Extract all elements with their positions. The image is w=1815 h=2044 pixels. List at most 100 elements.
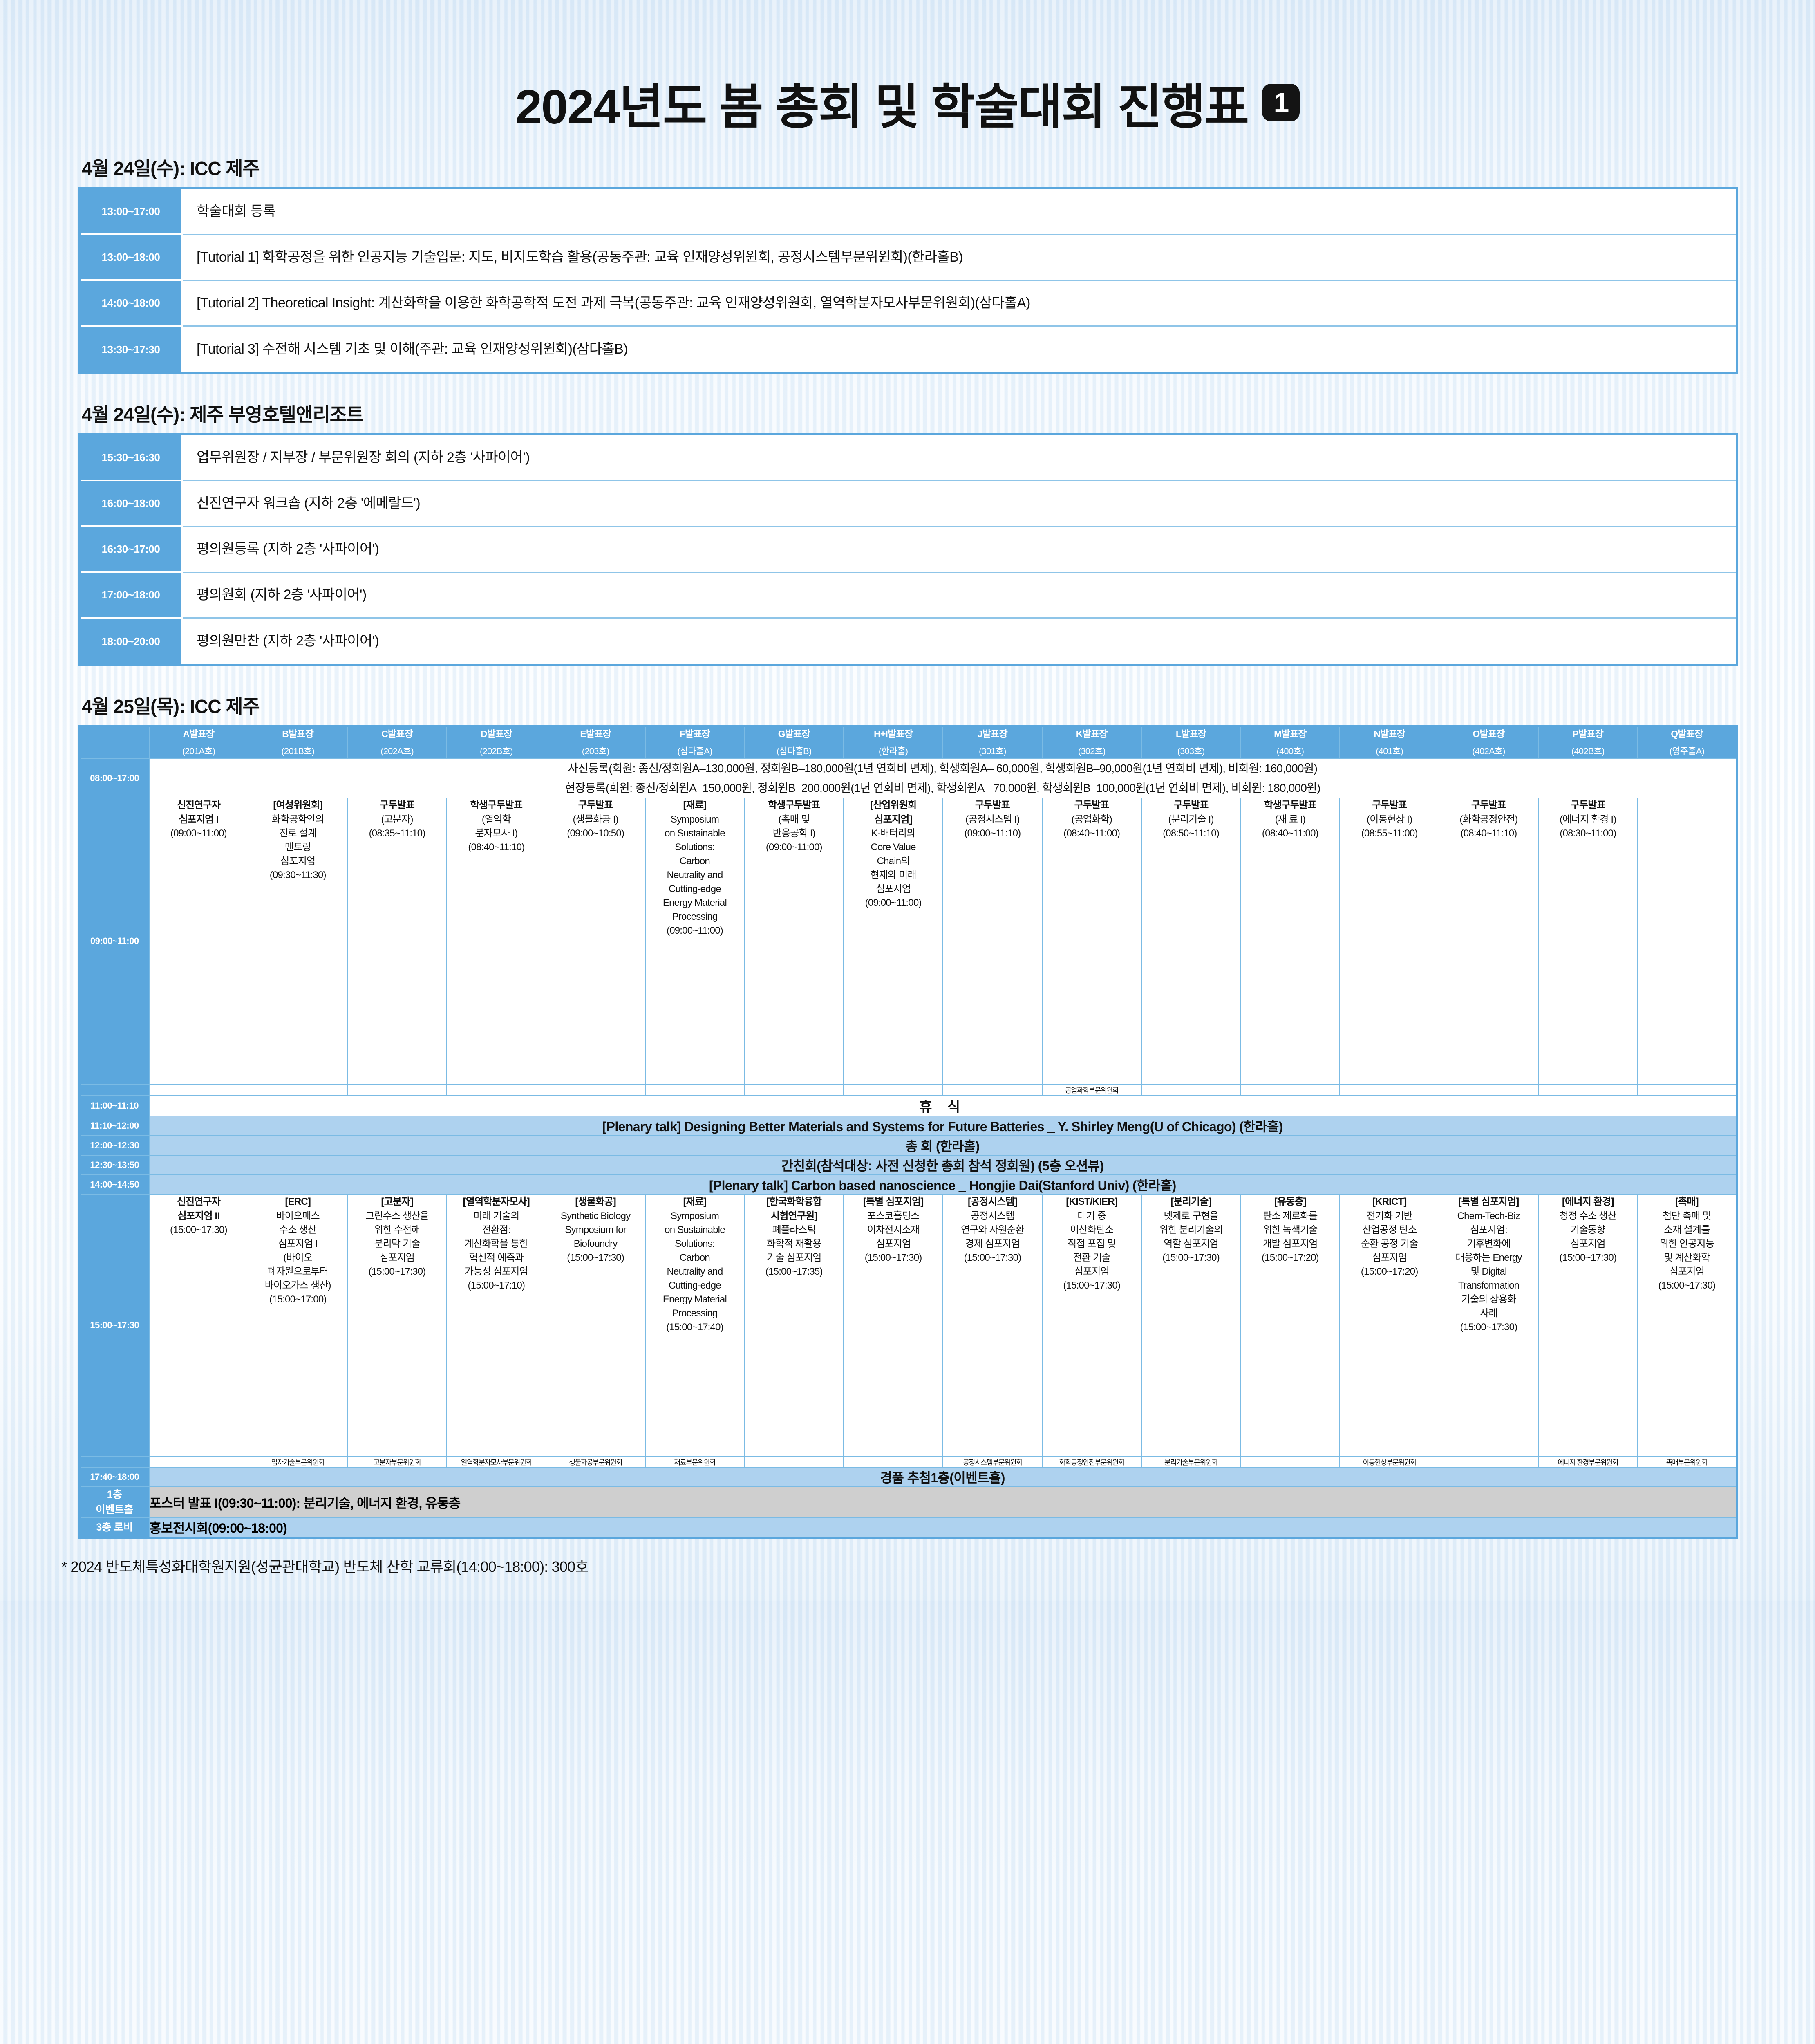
registration-fee-onsite: 현장등록(회원: 종신/정회원A–150,000원, 정회원B–200,000원… bbox=[564, 781, 1320, 794]
committee-label-10: 화학공정안전부문위원회 bbox=[1041, 1456, 1142, 1468]
day1-hotel-row-time: 17:00~18:00 bbox=[81, 573, 183, 619]
session-detail: 탄소 제로화를 위한 녹색기술 개발 심포지엄 (15:00~17:20) bbox=[1261, 1210, 1319, 1263]
column-header-1: A발표장 (201A호) bbox=[148, 726, 249, 759]
column-room-label: (402A호) bbox=[1472, 746, 1505, 757]
session-cell-3[interactable]: [고분자] 그린수소 생산을 위한 수전해 분리막 기술 심포지엄 (15:00~17:3… bbox=[347, 1194, 447, 1457]
committee-label-12 bbox=[1240, 1456, 1341, 1468]
committee-label-2: 입자기술부문위원회 bbox=[248, 1456, 348, 1468]
session-title: [재료] bbox=[683, 800, 707, 811]
committee-label-4: 열역학분자모사부문위원회 bbox=[446, 1456, 546, 1468]
column-room-label: (402B호) bbox=[1571, 746, 1605, 757]
session-title: 학생구두발표 bbox=[1264, 800, 1316, 811]
committee-label-8 bbox=[843, 1456, 943, 1468]
table-row: 15:30~16:30 업무위원장 / 지부장 / 부문위원장 회의 (지하 2층… bbox=[81, 435, 1736, 481]
session-cell-2[interactable]: [여성위원회] 화학공학인의 진로 설계 멘토링 심포지엄 (09:30~11:30) bbox=[248, 798, 348, 1085]
session-cell-12[interactable]: [유동층] 탄소 제로화를 위한 녹색기술 개발 심포지엄 (15:00~17:20) bbox=[1240, 1194, 1341, 1457]
session-cell-13[interactable]: 구두발표 (이동현상 I) (08:55~11:00) bbox=[1339, 798, 1440, 1085]
column-room-label: (400호) bbox=[1276, 746, 1304, 757]
promotion-exhibition-row: 3층 로비 홍보전시회(09:00~18:00) bbox=[79, 1517, 1737, 1538]
session-cell-9[interactable]: 구두발표 (공정시스템 I) (09:00~11:10) bbox=[942, 798, 1043, 1085]
promotion-exhibition-row-text: 홍보전시회(09:00~18:00) bbox=[148, 1517, 1737, 1538]
day1-hotel-row-text: 신진연구자 워크숍 (지하 2층 '에메랄드') bbox=[183, 481, 1736, 527]
session-cell-1[interactable]: 신진연구자 심포지엄 II (15:00~17:30) bbox=[148, 1194, 249, 1457]
day2-schedule-grid: A발표장 (201A호) B발표장 (201B호) C발표장 (202A호) D발표장 (20… bbox=[78, 725, 1738, 1539]
session-title: [특별 심포지엄] bbox=[863, 1196, 924, 1208]
day1-hotel-row-time: 16:00~18:00 bbox=[81, 481, 183, 527]
column-header-2: B발표장 (201B호) bbox=[248, 726, 348, 759]
session-cell-15[interactable]: 구두발표 (에너지 환경 I) (08:30~11:00) bbox=[1537, 798, 1638, 1085]
session-cell-16[interactable] bbox=[1637, 798, 1737, 1085]
column-header-16: Q발표장 (영주홀A) bbox=[1637, 726, 1737, 759]
day1-icc-row-text: [Tutorial 3] 수전해 시스템 기초 및 이해(주관: 교육 인재양성… bbox=[197, 341, 628, 357]
session-cell-6[interactable]: [재료] Symposium on Sustainable Solutions: Car… bbox=[645, 798, 745, 1085]
session-cell-11[interactable]: 구두발표 (분리기술 I) (08:50~11:10) bbox=[1141, 798, 1241, 1085]
committee-label-10: 공업화학부문위원회 bbox=[1041, 1084, 1142, 1096]
session-cell-12[interactable]: 학생구두발표 (재 료 I) (08:40~11:00) bbox=[1240, 798, 1341, 1085]
column-room-label: (302호) bbox=[1078, 746, 1106, 757]
day1-hotel-row-text: 평의원만찬 (지하 2층 '사파이어') bbox=[197, 633, 379, 649]
session-detail: Chem-Tech-Biz 심포지엄: 기후변화에 대응하는 Energy 및 Digi… bbox=[1455, 1210, 1522, 1333]
social-gathering-row: 12:30~13:50 간친회(참석대상: 사전 신청한 총회 참석 정회원) (… bbox=[79, 1155, 1737, 1176]
session-cell-2[interactable]: [ERC] 바이오매스 수소 생산 심포지엄 I (바이오 폐자원으로부터 바이오가스 생산… bbox=[248, 1194, 348, 1457]
committee-label-6 bbox=[645, 1084, 745, 1096]
grid-header-row: A발표장 (201A호) B발표장 (201B호) C발표장 (202A호) D발표장 (20… bbox=[79, 726, 1737, 759]
committee-label-9: 공정시스템부문위원회 bbox=[942, 1456, 1043, 1468]
session-cell-4[interactable]: 학생구두발표 (열역학 분자모사 I) (08:40~11:10) bbox=[446, 798, 546, 1085]
session-cell-10[interactable]: [KIST/KIER] 대기 중 이산화탄소 직접 포집 및 전환 기술 심포지엄 (15:… bbox=[1041, 1194, 1142, 1457]
session-detail: 폐플라스틱 화학적 재활용 기술 심포지엄 (15:00~17:35) bbox=[765, 1224, 823, 1277]
session-detail: 공정시스템 연구와 자원순환 경제 심포지엄 (15:00~17:30) bbox=[960, 1210, 1025, 1263]
column-hall-label: K발표장 bbox=[1076, 728, 1108, 739]
session-cell-3[interactable]: 구두발표 (고분자) (08:35~11:10) bbox=[347, 798, 447, 1085]
committee-label-5: 생물화공부문위원회 bbox=[545, 1456, 646, 1468]
table-row: 17:00~18:00 평의원회 (지하 2층 '사파이어') bbox=[81, 573, 1736, 619]
column-hall-label: G발표장 bbox=[778, 728, 810, 739]
registration-fees: 사전등록(회원: 종신/정회원A–130,000원, 정회원B–180,000원… bbox=[148, 758, 1737, 799]
session-cell-8[interactable]: [산업위원회 심포지엄] K-배터리의 Core Value Chain의 현재와 미래 심… bbox=[843, 798, 943, 1085]
session-cell-13[interactable]: [KRICT] 전기화 기반 산업공정 탄소 순환 공정 기술 심포지엄 (15:00~1… bbox=[1339, 1194, 1440, 1457]
session-cell-9[interactable]: [공정시스템] 공정시스템 연구와 자원순환 경제 심포지엄 (15:00~17:30) bbox=[942, 1194, 1043, 1457]
session-cell-15[interactable]: [에너지 환경] 청정 수소 생산 기술동향 심포지엄 (15:00~17:30) bbox=[1537, 1194, 1638, 1457]
day1-icc-row-text: [Tutorial 2] Theoretical Insight: 계산화학을 … bbox=[183, 281, 1736, 327]
session-cell-8[interactable]: [특별 심포지엄] 포스코홀딩스 이차전지소재 심포지엄 (15:00~17:30) bbox=[843, 1194, 943, 1457]
session-cell-4[interactable]: [열역학분자모사] 미래 기술의 전환점: 계산화학을 통한 혁신적 예측과 가능성 심포… bbox=[446, 1194, 546, 1457]
session-cell-7[interactable]: 학생구두발표 (촉매 및 반응공학 I) (09:00~11:00) bbox=[744, 798, 844, 1085]
day1-icc-row-time: 13:00~18:00 bbox=[81, 235, 183, 281]
general-assembly-row-text: 총 회 (한라홀) bbox=[148, 1135, 1737, 1156]
session-detail: (에너지 환경 I) (08:30~11:00) bbox=[1560, 814, 1616, 839]
break-row: 11:00~11:10 휴 식 bbox=[79, 1095, 1737, 1117]
committee-label-7 bbox=[744, 1084, 844, 1096]
session-title: [재료] bbox=[683, 1196, 707, 1208]
general-assembly-row: 12:00~12:30 총 회 (한라홀) bbox=[79, 1135, 1737, 1156]
session-cell-1[interactable]: 신진연구자 심포지엄 I (09:00~11:00) bbox=[148, 798, 249, 1085]
session-title: [유동층] bbox=[1274, 1196, 1307, 1208]
session-title: 구두발표 bbox=[1074, 800, 1110, 811]
column-hall-label: M발표장 bbox=[1274, 728, 1307, 739]
session-cell-6[interactable]: [재료] Symposium on Sustainable Solutions: Car… bbox=[645, 1194, 745, 1457]
column-header-10: K발표장 (302호) bbox=[1041, 726, 1142, 759]
day1-icc-row-time: 14:00~18:00 bbox=[81, 281, 183, 327]
committee-label-11 bbox=[1141, 1084, 1241, 1096]
session-title: [한국화학융합 시험연구원] bbox=[766, 1196, 822, 1221]
session-detail: Symposium on Sustainable Solutions: Carbon N… bbox=[662, 814, 727, 937]
plenary-talk-1-row-time: 11:10~12:00 bbox=[79, 1116, 150, 1136]
social-gathering-row-time: 12:30~13:50 bbox=[79, 1155, 150, 1176]
day1-hotel-row-time: 16:30~17:00 bbox=[81, 527, 183, 573]
session-cell-16[interactable]: [촉매] 첨단 촉매 및 소재 설계를 위한 인공지능 및 계산화학 심포지엄 (15:00… bbox=[1637, 1194, 1737, 1457]
session-cell-10[interactable]: 구두발표 (공업화학) (08:40~11:00) bbox=[1041, 798, 1142, 1085]
session-detail: (고분자) (08:35~11:10) bbox=[369, 814, 426, 839]
column-hall-label: J발표장 bbox=[977, 728, 1008, 739]
session-cell-14[interactable]: 구두발표 (화학공정안전) (08:40~11:10) bbox=[1439, 798, 1539, 1085]
page-title: 2024년도 봄 총회 및 학술대회 진행표 1 bbox=[515, 67, 1300, 137]
plenary-talk-2-row-time: 14:00~14:50 bbox=[79, 1174, 150, 1195]
session-cell-7[interactable]: [한국화학융합 시험연구원] 폐플라스틱 화학적 재활용 기술 심포지엄 (15:00~1… bbox=[744, 1194, 844, 1457]
committee-label-13 bbox=[1339, 1084, 1440, 1096]
session-cell-11[interactable]: [분리기술] 넷제로 구현을 위한 분리기술의 역할 심포지엄 (15:00~17:30… bbox=[1141, 1194, 1241, 1457]
column-room-label: (삼다홀B) bbox=[777, 746, 812, 757]
table-row: 13:00~18:00 [Tutorial 1] 화학공정을 위한 인공지능 기술… bbox=[81, 235, 1736, 281]
session-cell-14[interactable]: [특별 심포지엄] Chem-Tech-Biz 심포지엄: 기후변화에 대응하는 Ene… bbox=[1439, 1194, 1539, 1457]
session-cell-5[interactable]: [생물화공] Synthetic Biology Symposium for Biof… bbox=[545, 1194, 646, 1457]
day1-icc-row-time: 13:00~17:00 bbox=[81, 189, 183, 235]
session-title: 구두발표 bbox=[975, 800, 1010, 811]
session-cell-5[interactable]: 구두발표 (생물화공 I) (09:00~10:50) bbox=[545, 798, 646, 1085]
session-detail: (15:00~17:30) bbox=[170, 1224, 228, 1235]
